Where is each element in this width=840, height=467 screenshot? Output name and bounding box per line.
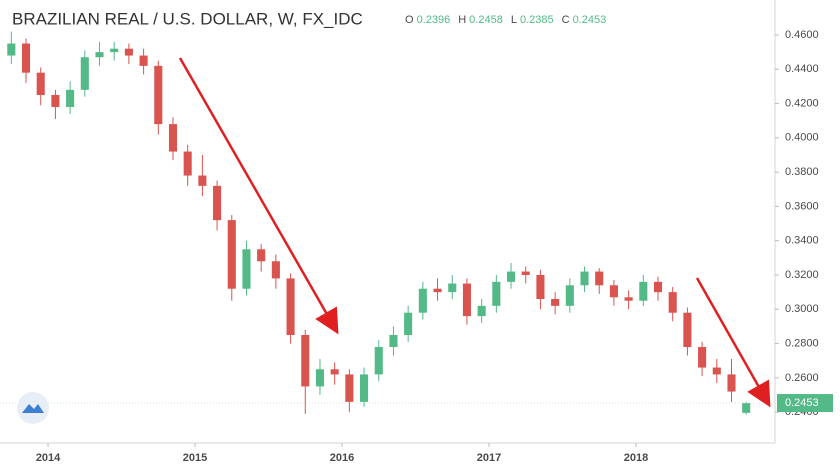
y-tick-label: 0.4200: [785, 97, 819, 109]
y-tick-label: 0.3600: [785, 200, 819, 212]
y-tick-label: 0.3200: [785, 269, 819, 281]
candle-body: [345, 374, 354, 402]
y-tick-label: 0.2600: [785, 372, 819, 384]
candle-body: [653, 281, 663, 293]
trend-arrow: [695, 277, 771, 408]
candle-body: [624, 297, 633, 301]
candle-body: [51, 94, 60, 107]
candle-body: [492, 281, 501, 306]
candle-body: [551, 298, 560, 306]
candle-body: [124, 48, 133, 56]
x-tick-label: 2015: [183, 452, 207, 464]
ohlc-key: H: [458, 14, 466, 26]
candle-body: [477, 305, 486, 317]
candle-body: [462, 283, 471, 317]
candle-body: [66, 89, 75, 107]
candle-body: [271, 261, 280, 279]
y-tick-label: 0.2800: [785, 337, 819, 349]
candle-body: [257, 249, 266, 262]
ohlc-value: 0.2396: [417, 14, 451, 26]
ohlc-header: O 0.2396 H 0.2458 L 0.2385 C 0.2453: [405, 14, 606, 26]
candle-body: [330, 369, 339, 375]
candle-body: [727, 374, 736, 392]
candle-body: [433, 288, 442, 293]
x-tick-label: 2017: [477, 452, 501, 464]
candle-body: [198, 175, 207, 186]
y-tick-label: 0.4600: [785, 29, 819, 41]
candle-body: [609, 285, 618, 298]
candle-body: [110, 48, 119, 53]
ohlc-value: 0.2458: [469, 14, 503, 26]
candle-body: [36, 72, 45, 95]
x-tick-label: 2016: [330, 452, 354, 464]
x-tick-label: 2014: [36, 452, 61, 464]
candle-body: [227, 220, 236, 289]
candle-body: [536, 274, 545, 299]
logo-icon: [22, 404, 44, 413]
ohlc-value: 0.2453: [573, 14, 607, 26]
candle-body: [154, 65, 163, 125]
y-tick-label: 0.3000: [785, 303, 819, 315]
candle-body: [389, 334, 398, 347]
ohlc-value: 0.2385: [520, 14, 554, 26]
candle-body: [580, 271, 589, 286]
y-tick-label: 0.4400: [785, 63, 819, 75]
candle-body: [742, 403, 751, 413]
y-tick-label: 0.3800: [785, 166, 819, 178]
candle-body: [448, 283, 457, 293]
candle-body: [168, 124, 178, 152]
last-price-label: 0.2453: [785, 397, 819, 409]
last-price-box: [777, 394, 833, 413]
candle-body: [80, 57, 89, 90]
candle-body: [712, 367, 721, 375]
candle-body: [183, 151, 192, 176]
candle-body: [360, 374, 369, 402]
candle-body: [668, 292, 677, 313]
candle-body: [213, 185, 222, 221]
candle-body: [7, 43, 16, 56]
candle-body: [242, 249, 251, 289]
candle-body: [683, 312, 692, 347]
ohlc-key: O: [405, 14, 414, 26]
ohlc-key: L: [511, 14, 517, 26]
candle-body: [595, 271, 604, 286]
plot-area: [0, 31, 775, 415]
candle-body: [404, 312, 413, 335]
candle-body: [286, 278, 295, 335]
candle-body: [639, 281, 648, 301]
candle-body: [521, 271, 530, 275]
y-tick-label: 0.3400: [785, 235, 819, 247]
y-tick-label: 0.4000: [785, 132, 819, 144]
ohlc-key: C: [562, 14, 570, 26]
candle-body: [95, 52, 104, 58]
candle-body: [506, 271, 516, 282]
chart-title: BRAZILIAN REAL / U.S. DOLLAR, W, FX_IDC: [12, 9, 363, 28]
trend-arrow: [178, 57, 339, 335]
candle-body: [418, 288, 427, 313]
x-tick-label: 2018: [624, 452, 648, 464]
candle-body: [698, 346, 707, 368]
candle-body: [21, 43, 31, 73]
candle-body: [374, 346, 383, 375]
candle-body: [315, 369, 325, 387]
candle-body: [565, 285, 574, 306]
candle-body: [139, 55, 148, 66]
candle-body: [301, 334, 310, 387]
